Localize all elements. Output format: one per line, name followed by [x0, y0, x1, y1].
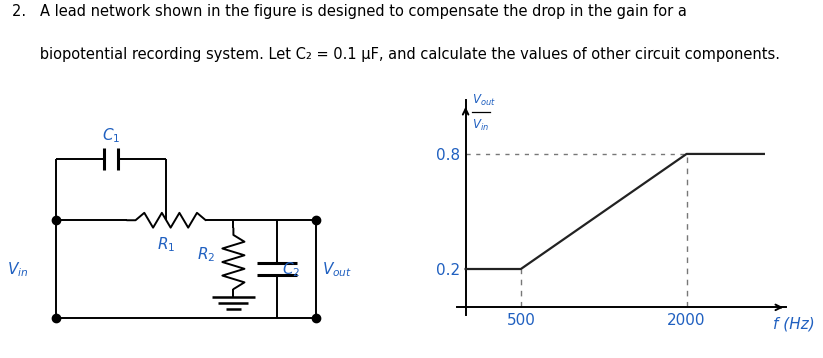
Text: $V_{in}$: $V_{in}$ [7, 260, 28, 279]
Text: $V_{out}$: $V_{out}$ [323, 260, 352, 279]
Text: biopotential recording system. Let C₂ = 0.1 µF, and calculate the values of othe: biopotential recording system. Let C₂ = … [12, 47, 780, 62]
Text: $R_2$: $R_2$ [198, 245, 216, 264]
Text: $V_{in}$: $V_{in}$ [472, 117, 489, 132]
Text: 2.   A lead network shown in the figure is designed to compensate the drop in th: 2. A lead network shown in the figure is… [12, 4, 687, 19]
Text: f (Hz): f (Hz) [773, 316, 815, 331]
Text: $C_2$: $C_2$ [281, 260, 300, 279]
Text: $R_1$: $R_1$ [157, 235, 175, 253]
Text: $V_{out}$: $V_{out}$ [472, 93, 495, 108]
Text: $C_1$: $C_1$ [102, 126, 120, 145]
